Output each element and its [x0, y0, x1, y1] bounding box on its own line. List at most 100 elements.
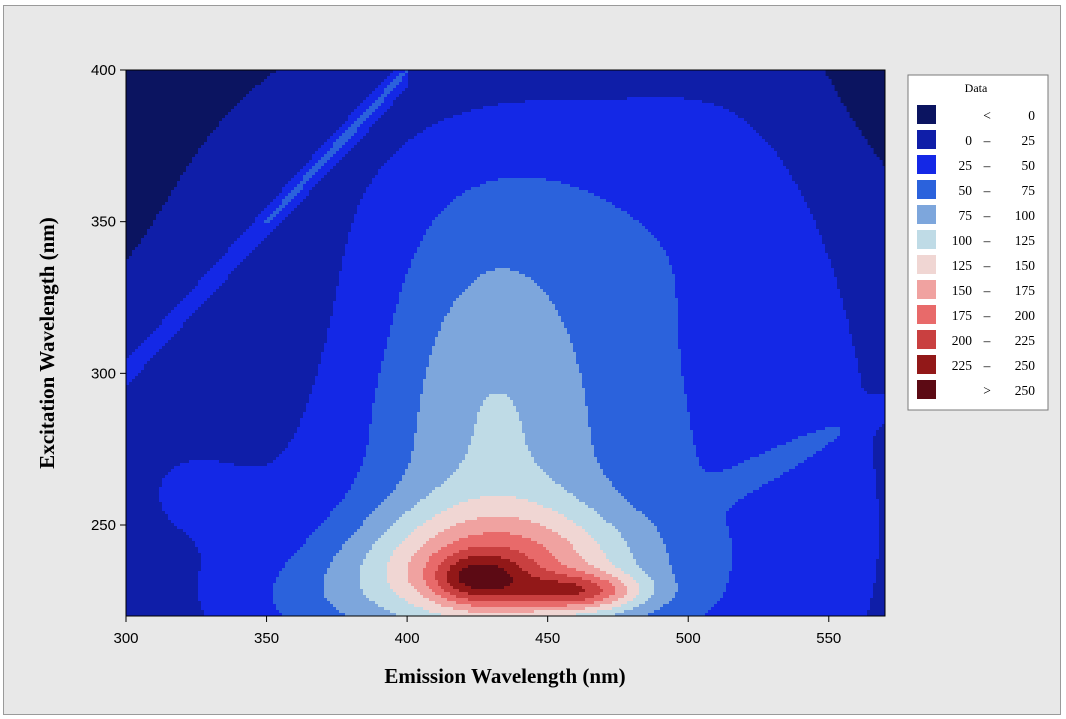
- contour-cell: [774, 478, 877, 482]
- contour-cell: [471, 109, 730, 113]
- contour-cell: [600, 586, 616, 590]
- contour-cell: [525, 442, 592, 446]
- contour-cell: [600, 604, 622, 608]
- contour-cell: [642, 511, 727, 515]
- contour-cell: [363, 193, 463, 197]
- contour-cell: [576, 352, 682, 356]
- contour-cell: [855, 346, 885, 350]
- contour-cell: [423, 523, 457, 527]
- contour-cell: [843, 307, 885, 311]
- contour-cell: [231, 109, 355, 113]
- contour-cell: [321, 361, 382, 365]
- contour-cell: [576, 358, 682, 362]
- contour-cell: [204, 274, 229, 278]
- contour-cell: [210, 268, 235, 272]
- contour-cell: [588, 415, 691, 419]
- contour-cell: [345, 244, 421, 248]
- contour-cell: [444, 559, 460, 563]
- contour-cell: [435, 574, 448, 578]
- contour-cell: [459, 577, 514, 581]
- contour-cell: [126, 337, 148, 341]
- contour-cell: [432, 553, 454, 557]
- contour-cell: [840, 427, 880, 431]
- contour-cell: [330, 136, 340, 140]
- contour-cell: [189, 292, 214, 296]
- contour-cell: [252, 250, 346, 254]
- contour-cell: [570, 340, 679, 344]
- contour-cell: [210, 295, 337, 299]
- contour-cell: [624, 496, 745, 500]
- contour-cell: [738, 463, 799, 467]
- contour-cell: [573, 346, 679, 350]
- contour-cell: [198, 283, 223, 287]
- contour-cell: [201, 601, 274, 605]
- contour-cell: [423, 577, 436, 581]
- contour-cell: [651, 520, 727, 524]
- contour-cell: [876, 490, 885, 494]
- contour-cell: [342, 499, 385, 503]
- contour-cell: [648, 517, 727, 521]
- contour-cell: [432, 346, 574, 350]
- contour-cell: [432, 223, 643, 227]
- contour-cell: [603, 469, 706, 473]
- contour-cell: [519, 418, 589, 422]
- contour-cell: [609, 595, 625, 599]
- contour-cell: [513, 400, 586, 404]
- contour-cell: [516, 496, 577, 500]
- contour-cell: [393, 70, 406, 74]
- contour-cell: [423, 388, 586, 392]
- contour-cell: [840, 433, 877, 437]
- contour-cell: [351, 112, 364, 116]
- contour-cell: [132, 250, 229, 254]
- contour-cell: [417, 415, 478, 419]
- contour-cell: [534, 280, 676, 284]
- contour-cell: [417, 250, 667, 254]
- contour-cell: [567, 538, 595, 542]
- contour-cell: [375, 508, 412, 512]
- contour-cell: [336, 505, 379, 509]
- contour-cell: [465, 583, 511, 587]
- contour-cell: [378, 118, 445, 122]
- contour-cell: [126, 334, 151, 338]
- contour-cell: [459, 559, 511, 563]
- contour-cell: [339, 280, 406, 284]
- contour-cell: [600, 466, 703, 470]
- contour-cell: [327, 139, 337, 143]
- contour-cell: [609, 559, 637, 563]
- contour-cell: [126, 277, 202, 281]
- contour-cell: [165, 511, 331, 515]
- contour-cell: [126, 565, 202, 569]
- contour-cell: [363, 562, 388, 566]
- contour-cell: [438, 583, 451, 587]
- contour-cell: [375, 88, 385, 92]
- contour-cell: [495, 268, 511, 272]
- contour-cell: [699, 457, 751, 461]
- contour-cell: [339, 127, 349, 131]
- contour-cell: [372, 409, 421, 413]
- contour-cell: [540, 286, 676, 290]
- contour-cell: [381, 115, 454, 119]
- contour-cell: [558, 511, 598, 515]
- contour-cell: [126, 283, 199, 287]
- contour-cell: [354, 478, 403, 482]
- contour-cell: [732, 547, 880, 551]
- contour-cell: [126, 574, 199, 578]
- contour-cell: [414, 433, 475, 437]
- contour-cell: [270, 220, 283, 224]
- contour-cell: [870, 598, 885, 602]
- contour-cell: [243, 97, 367, 101]
- contour-cell: [321, 145, 334, 149]
- contour-cell: [630, 547, 667, 551]
- contour-cell: [861, 385, 885, 389]
- contour-cell: [315, 184, 370, 188]
- contour-cell: [429, 226, 646, 230]
- contour-cell: [510, 583, 577, 587]
- contour-cell: [402, 514, 436, 518]
- contour-cell: [867, 391, 885, 395]
- contour-cell: [678, 301, 844, 305]
- contour-cell: [849, 319, 885, 323]
- contour-cell: [684, 376, 862, 380]
- contour-cell: [405, 277, 478, 281]
- contour-cell: [861, 376, 885, 380]
- contour-cell: [168, 196, 277, 200]
